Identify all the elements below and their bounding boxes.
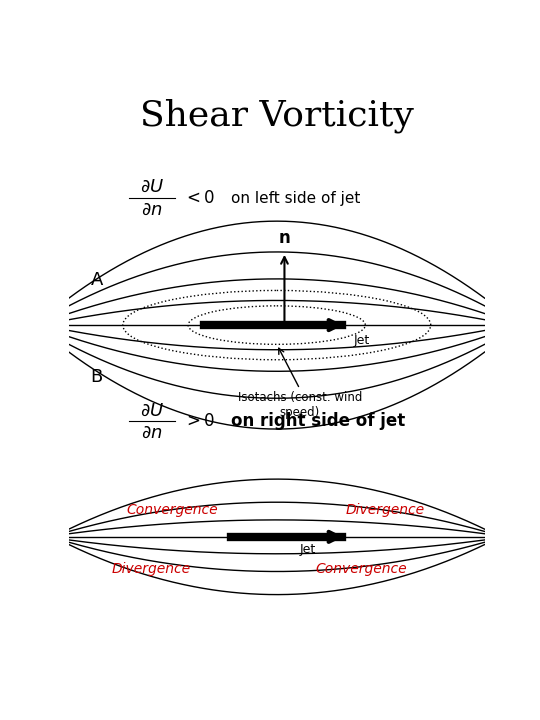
Text: $\partial n$: $\partial n$ [141, 424, 163, 442]
Text: Convergence: Convergence [126, 503, 218, 517]
Text: $> 0$: $> 0$ [183, 413, 215, 431]
Text: Jet: Jet [354, 334, 370, 347]
Text: Jet: Jet [299, 543, 316, 556]
Text: A: A [90, 271, 103, 289]
Text: on right side of jet: on right side of jet [231, 413, 405, 431]
Text: Divergence: Divergence [111, 562, 190, 576]
Text: n: n [279, 230, 291, 248]
Text: $< 0$: $< 0$ [183, 189, 215, 207]
Text: Divergence: Divergence [346, 503, 425, 517]
Text: B: B [90, 369, 103, 387]
Text: $\partial U$: $\partial U$ [140, 402, 164, 420]
Text: Isotachs (const. wind
speed): Isotachs (const. wind speed) [238, 390, 362, 418]
Text: Convergence: Convergence [315, 562, 407, 576]
Text: on left side of jet: on left side of jet [231, 191, 360, 205]
Text: Shear Vorticity: Shear Vorticity [140, 99, 414, 133]
Text: $\partial U$: $\partial U$ [140, 179, 164, 197]
Text: $\partial n$: $\partial n$ [141, 201, 163, 219]
